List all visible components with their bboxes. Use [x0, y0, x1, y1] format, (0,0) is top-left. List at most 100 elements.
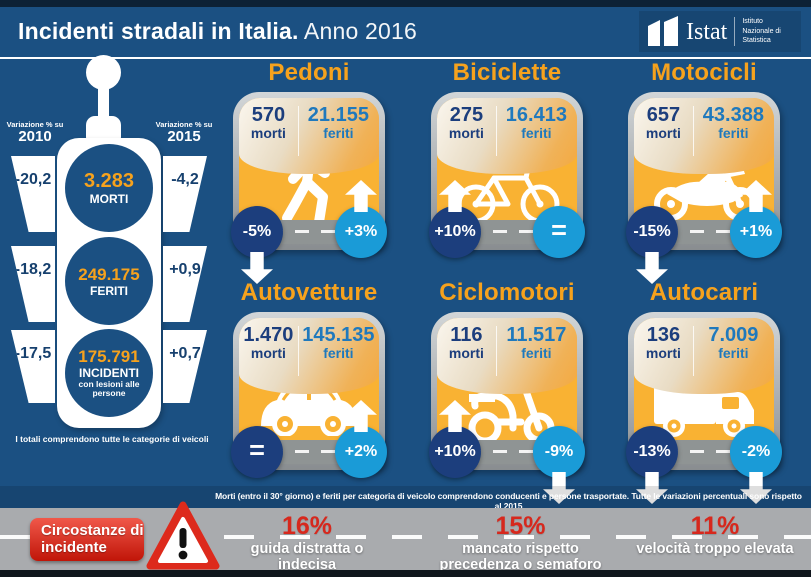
feriti-value: 16.413: [505, 104, 567, 126]
road-dashes: [243, 450, 375, 453]
morti-variation-value: -13%: [633, 443, 671, 460]
total-feriti-circle: 249.175 FERITI: [65, 237, 153, 325]
circumstance-label: velocità troppo elevata: [636, 541, 794, 557]
feriti-label: feriti: [323, 125, 354, 141]
morti-value: 657: [646, 104, 681, 126]
total-incidenti-label: INCIDENTI: [79, 365, 139, 380]
morti-value: 1.470: [243, 324, 294, 346]
feriti-variation-badge: -2%: [730, 426, 782, 504]
category-card-ciclomotori: Ciclomotori 116 morti 11.517 feriti +10% -…: [429, 279, 585, 504]
variation-2010-incidenti: -17,5: [11, 330, 55, 403]
road-dashes: [441, 450, 573, 453]
total-feriti-label: FERITI: [90, 283, 128, 298]
total-morti-label: MORTI: [89, 192, 129, 207]
feriti-variation-value: -2%: [741, 443, 771, 460]
total-morti-value: 3.283: [83, 170, 135, 193]
category-title: Autovetture: [240, 279, 378, 306]
circumstances-badge: Circostanze di incidente: [30, 518, 144, 561]
feriti-variation-badge: +3%: [335, 180, 387, 258]
category-card-pedoni: Pedoni 570 morti 21.155 feriti -5% +3%: [231, 59, 387, 284]
feriti-variation-badge: +1%: [730, 180, 782, 258]
morti-variation-value: -5%: [242, 223, 272, 240]
variation-header-2010-year: 2010: [18, 127, 52, 145]
road-dashes: [441, 230, 573, 233]
top-strip: [0, 0, 811, 7]
morti-value: 116: [450, 324, 483, 346]
circumstance-label: guida distratta o indecisa: [250, 541, 364, 573]
category-title: Motocicli: [651, 59, 757, 86]
feriti-variation-badge: -9%: [533, 426, 585, 504]
circumstance-label: mancato rispetto precedenza o semaforo: [439, 541, 602, 573]
header-divider: [0, 57, 811, 59]
total-incidenti-sublabel: con lesioni alle persone: [78, 378, 140, 399]
morti-variation-badge: =: [231, 426, 283, 478]
feriti-label: feriti: [323, 345, 354, 361]
feriti-variation-value: +2%: [344, 443, 378, 460]
circumstances-section: Circostanze di incidente 16% guida distr…: [0, 501, 811, 573]
variation-2015-morti: -4,2: [163, 156, 207, 232]
variation-2010-feriti: -18,2: [11, 246, 55, 322]
feriti-variation-badge: =: [533, 206, 585, 258]
methodology-note: Morti (entro il 30° giorno) e feriti per…: [215, 491, 802, 511]
stat-divider: [297, 106, 299, 156]
morti-label: morti: [250, 345, 286, 361]
road-dashes: [243, 230, 375, 233]
totals-footnote: I totali comprendono tutte le categorie …: [15, 434, 209, 444]
variation-2015-incidenti: +0,7: [163, 330, 207, 403]
note-band: [0, 486, 811, 508]
morti-variation-value: -15%: [633, 223, 671, 240]
stat-divider: [495, 106, 497, 156]
variation-header-2015: Variazione % su 2015: [151, 121, 217, 145]
warning-triangle-icon: [146, 500, 220, 577]
road-dashes: [638, 230, 770, 233]
feriti-value: 21.155: [307, 104, 369, 126]
circumstance-pct: 11%: [690, 512, 740, 540]
feriti-value: 11.517: [506, 324, 567, 346]
feriti-label: feriti: [718, 345, 749, 361]
morti-variation-value: +10%: [434, 223, 476, 240]
category-card-autovetture: Autovetture 1.470 morti 145.135 feriti = +…: [231, 279, 387, 478]
feriti-variation-badge: +2%: [335, 400, 387, 478]
morti-value: 275: [449, 104, 484, 126]
feriti-value: 43.388: [702, 104, 764, 126]
feriti-variation-value: =: [551, 215, 567, 245]
category-card-autocarri: Autocarri 136 morti 7.009 feriti -13% -2%: [626, 279, 782, 504]
stat-divider: [692, 106, 694, 156]
variation-2015-feriti: +0,9: [163, 246, 207, 322]
variation-header-2010: Variazione % su 2010: [2, 121, 68, 145]
feriti-label: feriti: [521, 345, 552, 361]
feriti-variation-value: +3%: [344, 223, 378, 240]
stat-divider: [692, 326, 694, 376]
feriti-variation-value: +1%: [739, 223, 773, 240]
road-dashes: [638, 450, 770, 453]
feriti-variation-value: -9%: [544, 443, 574, 460]
feriti-label: feriti: [718, 125, 749, 141]
morti-variation-value: =: [249, 435, 265, 465]
bottom-strip: [0, 570, 811, 577]
istat-logo: Istat Istituto Nazionale di Statistica: [639, 11, 801, 52]
istat-logo-subtext: Istituto Nazionale di Statistica: [734, 17, 792, 46]
variation-header-2010-caption: Variazione % su: [6, 120, 64, 129]
circumstance-pct: 16%: [281, 512, 333, 540]
category-card-biciclette: Biciclette 275 morti 16.413 feriti +10% =: [429, 59, 585, 258]
variation-header-2015-caption: Variazione % su: [155, 120, 213, 129]
circumstance-stat: 11% velocità troppo elevata: [626, 512, 804, 558]
morti-label: morti: [645, 345, 681, 361]
road-dashes: [0, 535, 811, 539]
morti-variation-badge: +10%: [429, 400, 481, 478]
category-title: Biciclette: [452, 59, 562, 86]
morti-value: 570: [251, 104, 286, 126]
total-feriti-value: 249.175: [78, 264, 140, 284]
page-title-bold: Incidenti stradali in Italia.: [18, 18, 299, 44]
total-incidenti-value: 175.791: [78, 346, 140, 366]
morti-variation-badge: -13%: [626, 426, 678, 504]
category-card-motocicli: Motocicli 657 morti 43.388 feriti -15% +1%: [626, 59, 782, 284]
feriti-value: 145.135: [302, 324, 375, 346]
istat-logo-text: Istat: [686, 18, 728, 45]
istat-books-icon: [648, 15, 678, 46]
morti-value: 136: [646, 324, 681, 346]
morti-variation-badge: +10%: [429, 180, 481, 258]
circumstance-stat: 15% mancato rispetto precedenza o semafo…: [428, 512, 613, 574]
morti-label: morti: [448, 345, 484, 361]
